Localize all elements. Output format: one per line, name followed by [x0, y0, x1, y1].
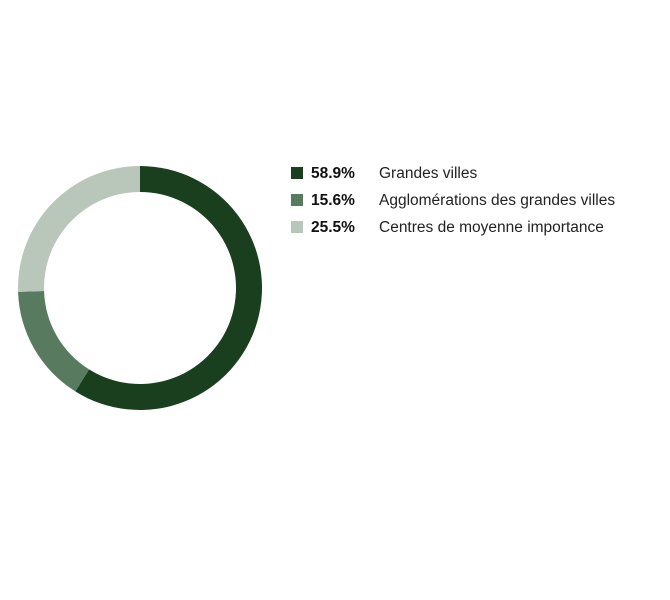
- legend-value: 25.5%: [311, 219, 355, 236]
- chart-legend: 58.9% Grandes villes 15.6% Agglomération…: [291, 163, 621, 244]
- legend-label: Grandes villes: [379, 165, 478, 182]
- legend-value: 15.6%: [311, 192, 355, 209]
- legend-swatch: [291, 221, 303, 233]
- donut-slice-2: [18, 166, 140, 292]
- legend-value: 58.9%: [311, 165, 355, 182]
- legend-label: Agglomérations des grandes villes: [379, 192, 616, 209]
- donut-chart: [18, 166, 263, 411]
- legend-item-grandes-villes: 58.9% Grandes villes: [291, 163, 621, 185]
- legend-item-centres-moyenne-importance: 25.5% Centres de moyenne importance: [291, 217, 621, 239]
- legend-item-agglomerations: 15.6% Agglomérations des grandes villes: [291, 190, 621, 212]
- donut-slice-1: [18, 291, 90, 392]
- legend-label: Centres de moyenne importance: [379, 219, 604, 236]
- legend-swatch: [291, 167, 303, 179]
- legend-swatch: [291, 194, 303, 206]
- donut-slice-0: [75, 166, 263, 411]
